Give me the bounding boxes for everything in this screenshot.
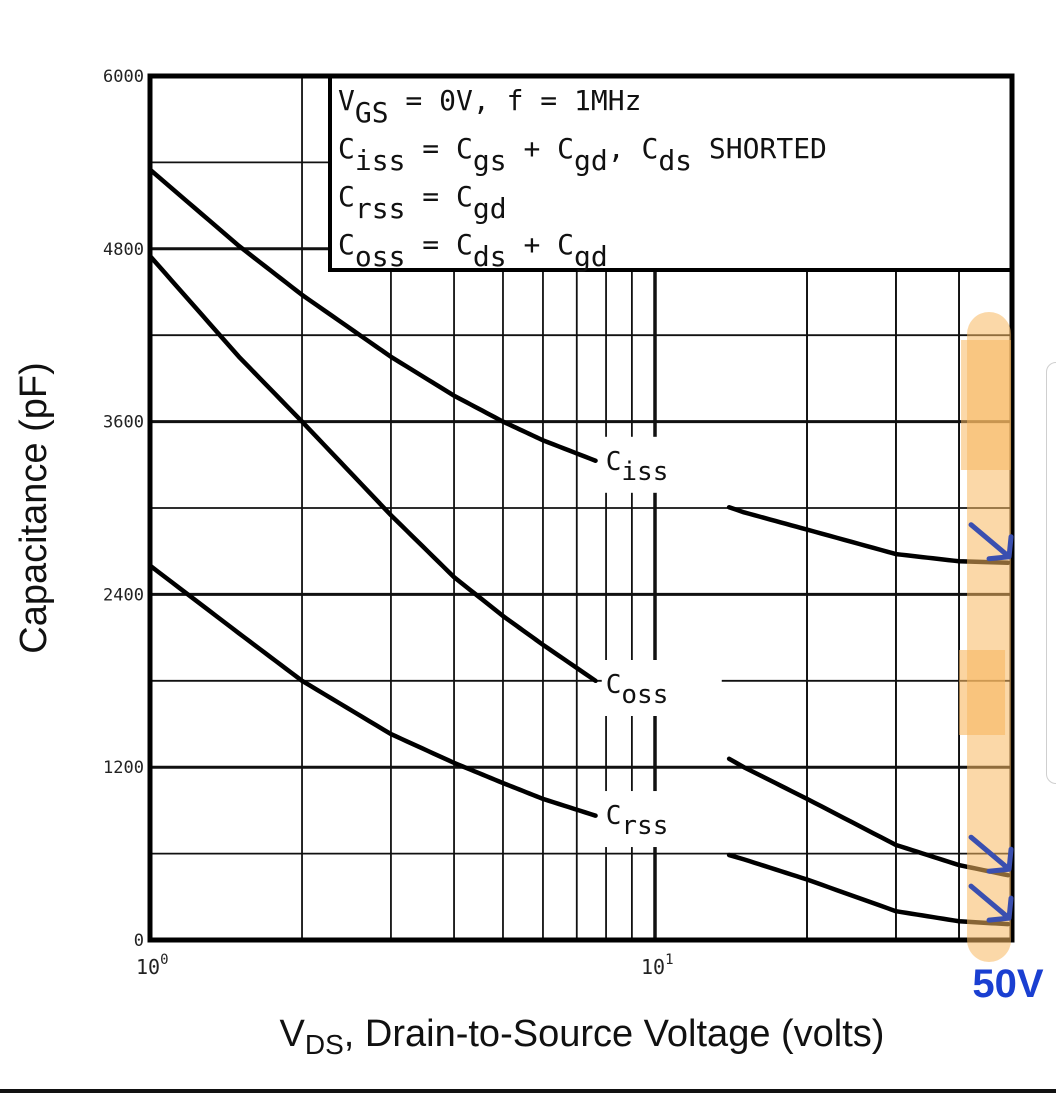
annotation-50v: 50V [972, 962, 1043, 1006]
x-axis-title-main: V [280, 1013, 306, 1055]
legend-line: Crss = Cgd [338, 180, 507, 225]
legend-subscript: gd [574, 240, 608, 273]
legend-subscript: gd [473, 192, 507, 225]
x-tick-exponent: 0 [160, 952, 168, 968]
y-tick-label: 0 [134, 931, 144, 951]
curve-label-bg [601, 436, 722, 493]
y-tick-label: 6000 [103, 67, 144, 87]
legend-subscript: oss [355, 240, 406, 273]
curve-label-sub: iss [621, 457, 668, 487]
legend-frame [328, 74, 1014, 272]
highlighter-marks [959, 312, 1012, 962]
arrow-to-ciss-icon [968, 522, 1014, 562]
x-tick-base: 10 [136, 955, 160, 979]
side-panel-edge[interactable] [1046, 362, 1056, 784]
y-axis-title: Capacitance (pF) [13, 362, 55, 653]
curve-ciss [726, 505, 1011, 565]
legend-subscript: gd [574, 144, 608, 177]
curve-label-main: C [606, 670, 622, 700]
x-axis-title-rest: , Drain-to-Source Voltage (volts) [344, 1013, 885, 1055]
legend-text-part: C [338, 180, 355, 213]
x-tick-exponent: 1 [665, 952, 673, 968]
legend-text-part: C [338, 132, 355, 165]
curve-label-crss: Crss [606, 801, 669, 841]
bottom-divider [0, 1089, 1056, 1093]
legend-subscript: ds [658, 144, 692, 177]
legend-text-part: , C [608, 132, 659, 165]
legend-line: VGS = 0V, f = 1MHz [338, 84, 641, 129]
legend-subscript: ds [473, 240, 507, 273]
legend-text-part: SHORTED [692, 132, 827, 165]
highlighter-block [961, 340, 1012, 470]
curve-crss [147, 563, 598, 818]
plot-frame [147, 73, 1015, 943]
legend-text-part: V [338, 84, 355, 117]
legend-text-part: = C [405, 132, 472, 165]
curve-label-main: C [606, 801, 622, 831]
x-tick-base: 10 [641, 955, 665, 979]
legend-text-part: = 0V, f = 1MHz [389, 84, 642, 117]
y-tick-label: 4800 [103, 240, 144, 260]
x-tick-label: 101 [641, 952, 674, 979]
legend-subscript: GS [355, 96, 389, 129]
highlighter-block [959, 650, 1006, 735]
y-tick-label: 3600 [103, 413, 144, 433]
arrow-to-coss-icon [968, 834, 1014, 874]
x-axis-title-sub: DS [305, 1029, 344, 1060]
y-tick-label: 1200 [103, 758, 144, 778]
x-tick-labels: 100 101 [136, 952, 674, 979]
curve-coss [726, 756, 1011, 878]
x-tick-label: 100 [136, 952, 169, 979]
legend-subscript: rss [355, 192, 406, 225]
curve-label-coss: Coss [606, 670, 669, 710]
curve-coss [147, 253, 598, 684]
curve-label-sub: rss [621, 811, 668, 841]
curves [147, 167, 1011, 927]
legend-text-part: C [338, 228, 355, 261]
curve-label-main: C [606, 447, 622, 477]
y-tick-labels: 0 1200 2400 3600 4800 6000 [103, 67, 144, 951]
curve-label-bg [601, 791, 722, 848]
curve-ciss [147, 167, 598, 463]
legend-text-part: = C [405, 180, 472, 213]
legend-subscript: gs [473, 144, 507, 177]
highlighter-strip [967, 312, 1012, 962]
legend-text-part: = C [405, 228, 472, 261]
arrow-to-crss-icon [968, 883, 1014, 923]
curve-label-sub: oss [621, 680, 668, 710]
pen-annotations [968, 522, 1014, 923]
legend-line: Coss = Cds + Cgd [338, 228, 608, 273]
legend-subscript: iss [355, 144, 406, 177]
legend-text-part: + C [507, 228, 574, 261]
y-tick-label: 2400 [103, 585, 144, 605]
x-axis-title: VDS, Drain-to-Source Voltage (volts) [280, 1013, 885, 1060]
curve-label-ciss: Ciss [606, 447, 669, 487]
legend-text-part: + C [507, 132, 574, 165]
legend-line: Ciss = Cgs + Cgd, Cds SHORTED [338, 132, 827, 177]
plot-border [147, 73, 1015, 943]
curve-label-bg [601, 660, 722, 716]
